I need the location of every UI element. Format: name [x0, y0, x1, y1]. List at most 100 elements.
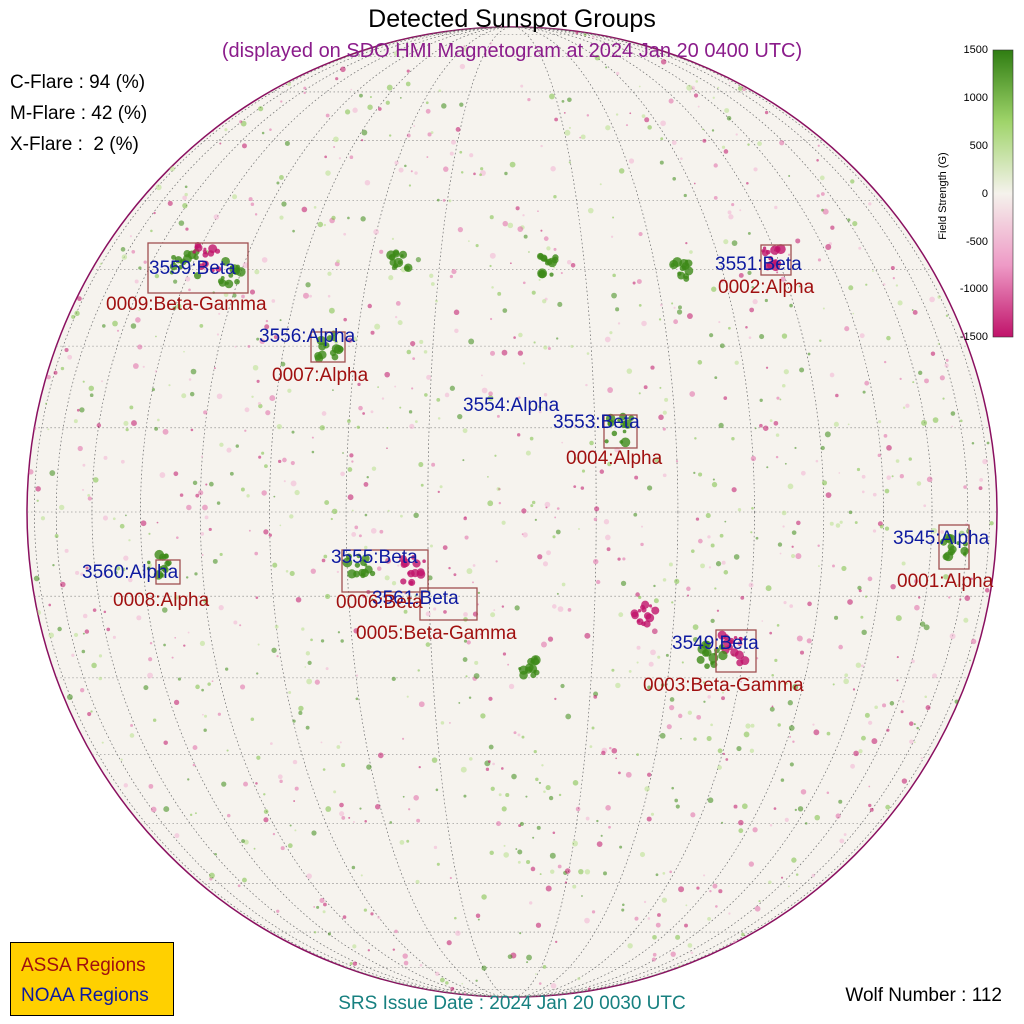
- field-speckle: [542, 299, 547, 304]
- field-speckle: [379, 249, 384, 254]
- active-region-blob: [768, 255, 773, 261]
- field-speckle: [895, 459, 900, 463]
- field-speckle: [53, 370, 58, 375]
- field-speckle: [261, 451, 265, 455]
- field-speckle: [738, 272, 744, 278]
- field-speckle: [449, 722, 451, 724]
- field-speckle: [779, 552, 782, 555]
- field-speckle: [352, 821, 355, 823]
- field-speckle: [544, 501, 551, 508]
- field-speckle: [535, 973, 537, 975]
- field-speckle: [882, 283, 886, 286]
- field-speckle: [134, 279, 139, 284]
- field-speckle: [319, 897, 325, 904]
- field-speckle: [261, 257, 268, 263]
- field-speckle: [313, 206, 317, 209]
- field-speckle: [455, 127, 461, 132]
- field-speckle: [402, 795, 405, 798]
- field-speckle: [52, 563, 55, 567]
- field-speckle: [919, 621, 926, 627]
- field-speckle: [325, 593, 331, 600]
- field-speckle: [321, 411, 327, 416]
- active-region-blob: [210, 268, 215, 273]
- field-speckle: [430, 131, 434, 134]
- active-region-blob: [331, 353, 339, 361]
- field-speckle: [182, 202, 188, 209]
- field-speckle: [554, 516, 557, 519]
- field-speckle: [80, 688, 85, 693]
- field-speckle: [529, 436, 534, 441]
- field-speckle: [192, 763, 196, 767]
- field-speckle: [404, 164, 407, 168]
- active-region-blob: [360, 559, 367, 566]
- field-speckle: [725, 758, 729, 761]
- field-speckle: [48, 632, 54, 638]
- field-speckle: [394, 315, 398, 319]
- field-speckle: [305, 282, 311, 288]
- noaa-label-3553: 3553:Beta: [553, 412, 640, 433]
- field-speckle: [449, 876, 452, 880]
- field-speckle: [690, 812, 696, 818]
- field-speckle: [693, 737, 697, 741]
- field-speckle: [769, 706, 775, 712]
- field-speckle: [826, 791, 830, 794]
- noaa-label-3559: 3559:Beta: [149, 258, 236, 279]
- field-speckle: [567, 97, 572, 103]
- field-speckle: [687, 594, 690, 597]
- field-speckle: [939, 375, 945, 381]
- noaa-label-3556: 3556:Alpha: [259, 326, 356, 347]
- field-speckle: [364, 820, 367, 823]
- longitude-line: [269, 27, 755, 997]
- field-speckle: [963, 485, 967, 489]
- field-speckle: [59, 581, 66, 588]
- field-speckle: [337, 631, 341, 634]
- field-speckle: [255, 782, 258, 785]
- field-speckle: [385, 557, 391, 564]
- field-speckle: [351, 532, 357, 537]
- field-speckle: [406, 69, 410, 73]
- field-speckle: [617, 557, 621, 561]
- field-speckle: [638, 392, 641, 395]
- assa-label-0004: 0004:Alpha: [566, 448, 663, 469]
- field-speckle: [112, 517, 116, 521]
- field-speckle: [703, 700, 706, 703]
- field-speckle: [362, 412, 365, 415]
- field-speckle: [564, 881, 568, 884]
- field-speckle: [352, 944, 357, 949]
- legend-noaa: NOAA Regions: [21, 985, 149, 1006]
- assa-label-0009: 0009:Beta-Gamma: [106, 294, 267, 315]
- active-region-blob: [628, 415, 635, 421]
- field-speckle: [710, 543, 715, 548]
- field-speckle: [192, 480, 198, 486]
- field-speckle: [395, 301, 401, 306]
- field-speckle: [556, 337, 559, 340]
- field-speckle: [830, 225, 835, 230]
- field-speckle: [852, 312, 855, 315]
- field-speckle: [600, 834, 603, 837]
- field-speckle: [718, 889, 723, 894]
- field-speckle: [439, 977, 445, 983]
- field-speckle: [721, 560, 726, 565]
- field-speckle: [414, 594, 418, 597]
- field-speckle: [913, 741, 916, 744]
- field-speckle: [367, 303, 372, 309]
- field-speckle: [411, 387, 414, 390]
- field-speckle: [306, 678, 313, 685]
- field-speckle: [605, 534, 611, 541]
- active-region-blob: [326, 335, 333, 342]
- field-speckle: [596, 841, 603, 847]
- field-speckle: [357, 382, 361, 387]
- field-speckle: [177, 677, 181, 681]
- field-speckle: [646, 485, 653, 491]
- active-region-blob: [622, 419, 633, 429]
- field-speckle: [773, 420, 779, 426]
- field-speckle: [858, 589, 862, 593]
- active-region-blob: [609, 419, 613, 423]
- field-speckle: [791, 545, 794, 548]
- field-speckle: [150, 806, 157, 813]
- field-speckle: [882, 703, 887, 708]
- field-speckle: [374, 804, 381, 810]
- field-speckle: [740, 680, 743, 683]
- active-region-blob: [224, 279, 234, 289]
- field-speckle: [721, 696, 725, 701]
